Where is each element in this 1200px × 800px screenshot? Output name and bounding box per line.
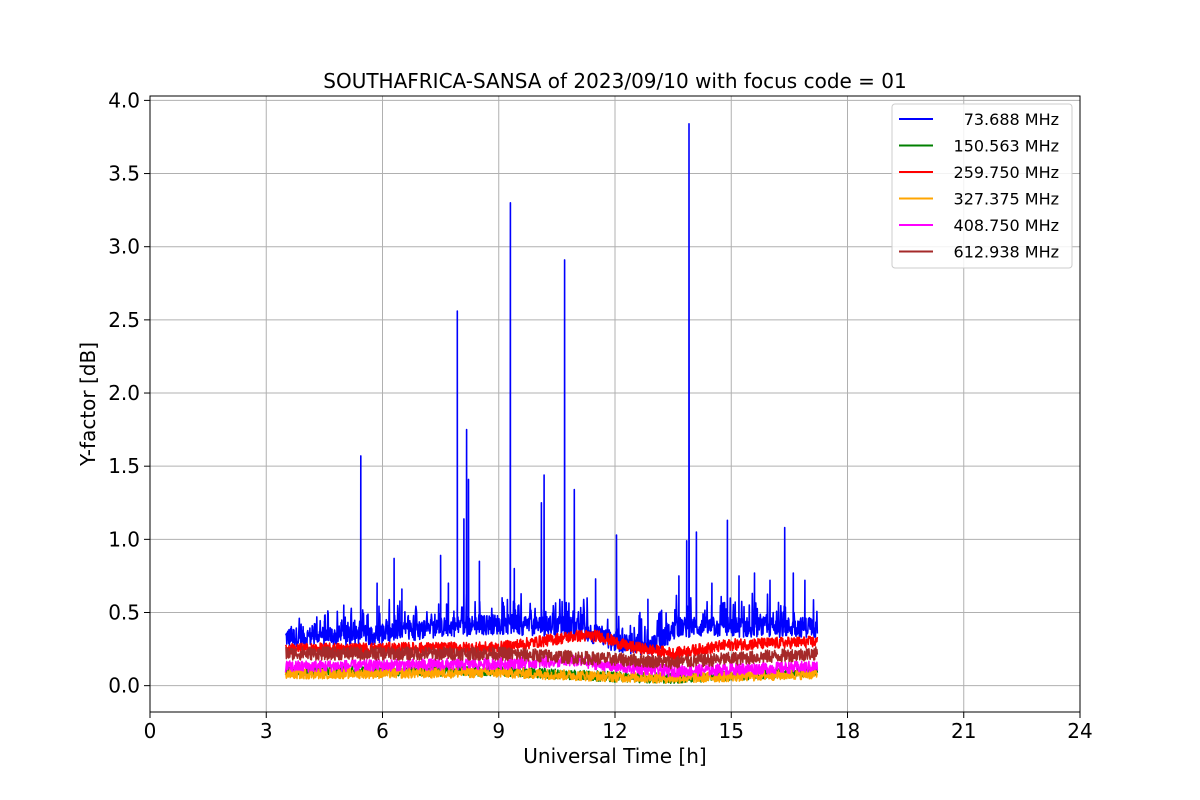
chart-title: SOUTHAFRICA-SANSA of 2023/09/10 with foc… bbox=[323, 69, 907, 93]
y-tick-label: 0.5 bbox=[108, 601, 140, 625]
legend: 73.688 MHz 150.563 MHz 259.750 MHz 327.375 … bbox=[891, 103, 1073, 269]
x-tick-label: 21 bbox=[951, 719, 976, 743]
series-line bbox=[284, 629, 819, 660]
x-tick-label: 15 bbox=[719, 719, 744, 743]
series-line bbox=[285, 646, 819, 670]
legend-entry: 612.938 MHz bbox=[954, 243, 1059, 262]
y-tick-label: 3.5 bbox=[108, 162, 140, 186]
y-tick-label: 4.0 bbox=[108, 88, 140, 112]
legend-entry: 327.375 MHz bbox=[954, 190, 1059, 209]
x-tick-label: 3 bbox=[260, 719, 273, 743]
x-axis-label: Universal Time [h] bbox=[523, 744, 706, 768]
x-tick-label: 24 bbox=[1067, 719, 1092, 743]
y-axis-label: Y-factor [dB] bbox=[76, 342, 100, 467]
x-tick-label: 6 bbox=[376, 719, 389, 743]
axis-ticks: 0 3 6 9 12 15 18 21 24 0.0 0.5 1.0 1.5 2.0 2.5 3.0 3.5 4.… bbox=[108, 88, 1093, 743]
y-tick-label: 1.5 bbox=[108, 454, 140, 478]
y-tick-label: 0.0 bbox=[108, 674, 140, 698]
series-line bbox=[284, 666, 819, 684]
y-tick-label: 2.5 bbox=[108, 308, 140, 332]
y-tick-label: 3.0 bbox=[108, 235, 140, 259]
legend-entry: 408.750 MHz bbox=[954, 216, 1059, 235]
x-tick-label: 9 bbox=[492, 719, 505, 743]
series-lines bbox=[284, 123, 819, 684]
series-line bbox=[284, 123, 819, 656]
y-tick-label: 2.0 bbox=[108, 381, 140, 405]
x-tick-label: 0 bbox=[144, 719, 157, 743]
legend-entry: 73.688 MHz bbox=[964, 110, 1059, 129]
y-tick-label: 1.0 bbox=[108, 527, 140, 551]
legend-entry: 150.563 MHz bbox=[954, 137, 1059, 156]
x-tick-label: 18 bbox=[835, 719, 860, 743]
x-tick-label: 12 bbox=[602, 719, 627, 743]
legend-box bbox=[891, 103, 1073, 269]
legend-entry: 259.750 MHz bbox=[954, 163, 1059, 182]
